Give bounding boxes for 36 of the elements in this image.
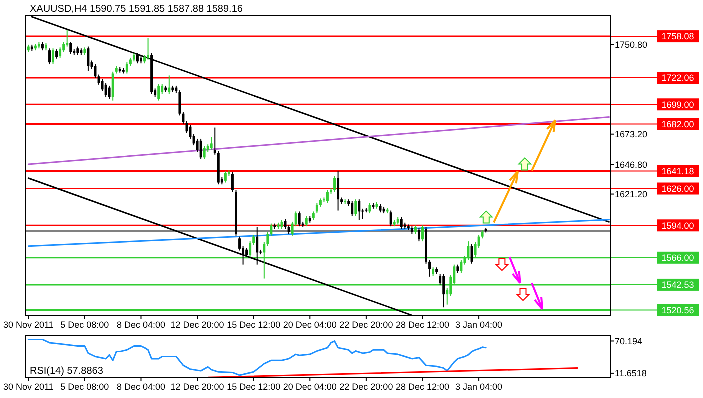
ref-line-label: 1699.00	[662, 100, 694, 110]
chart-title: XAUUSD,H4 1590.75 1591.85 1587.88 1589.16	[30, 4, 244, 15]
x-tick-label: 15 Dec 12:00	[227, 320, 281, 330]
y-tick-label: 1646.80	[615, 160, 648, 170]
x-tick-label: 3 Jan 04:00	[456, 320, 503, 330]
ref-line-label: 1520.56	[662, 305, 694, 316]
x-tick-label: 12 Dec 20:00	[170, 382, 224, 392]
ref-line-label: 1722.06	[662, 73, 694, 84]
ref-line-label: 1641.18	[662, 166, 694, 176]
x-tick-label: 8 Dec 04:00	[116, 382, 166, 392]
y-tick-label: 70.194	[615, 336, 643, 346]
ref-line-label: 1758.08	[662, 32, 694, 42]
x-tick-label: 22 Dec 20:00	[340, 382, 394, 392]
text: RSI(14) 57.8863	[30, 366, 104, 377]
y-tick-label: 1750.80	[615, 40, 648, 50]
x-tick-label: 5 Dec 08:00	[60, 382, 110, 392]
y-tick-label: 1673.20	[615, 130, 648, 140]
x-tick-label: 20 Dec 04:00	[283, 382, 337, 392]
x-tick-label: 5 Dec 08:00	[60, 320, 110, 330]
x-tick-label: 20 Dec 04:00	[283, 320, 337, 330]
ref-line-label: 1566.00	[662, 253, 694, 264]
y-tick-label: 1621.20	[615, 189, 648, 200]
x-tick-label: 3 Jan 04:00	[456, 382, 503, 392]
ref-line-label: 1542.53	[662, 280, 694, 290]
ref-line-label: 1682.00	[662, 119, 694, 130]
x-tick-label: 28 Dec 12:00	[396, 382, 450, 392]
x-tick-label: 22 Dec 20:00	[340, 320, 394, 330]
ref-line-label: 1626.00	[662, 184, 694, 194]
x-tick-label: 12 Dec 20:00	[170, 320, 224, 330]
y-tick-label: 11.6518	[615, 368, 647, 379]
x-tick-label: 15 Dec 12:00	[227, 382, 281, 392]
x-tick-label: 28 Dec 12:00	[396, 320, 450, 330]
x-tick-label: 8 Dec 04:00	[116, 320, 166, 330]
x-tick-label: 30 Nov 2011	[3, 382, 54, 392]
ref-line-label: 1594.00	[662, 220, 694, 231]
x-tick-label: 30 Nov 2011	[3, 320, 54, 330]
